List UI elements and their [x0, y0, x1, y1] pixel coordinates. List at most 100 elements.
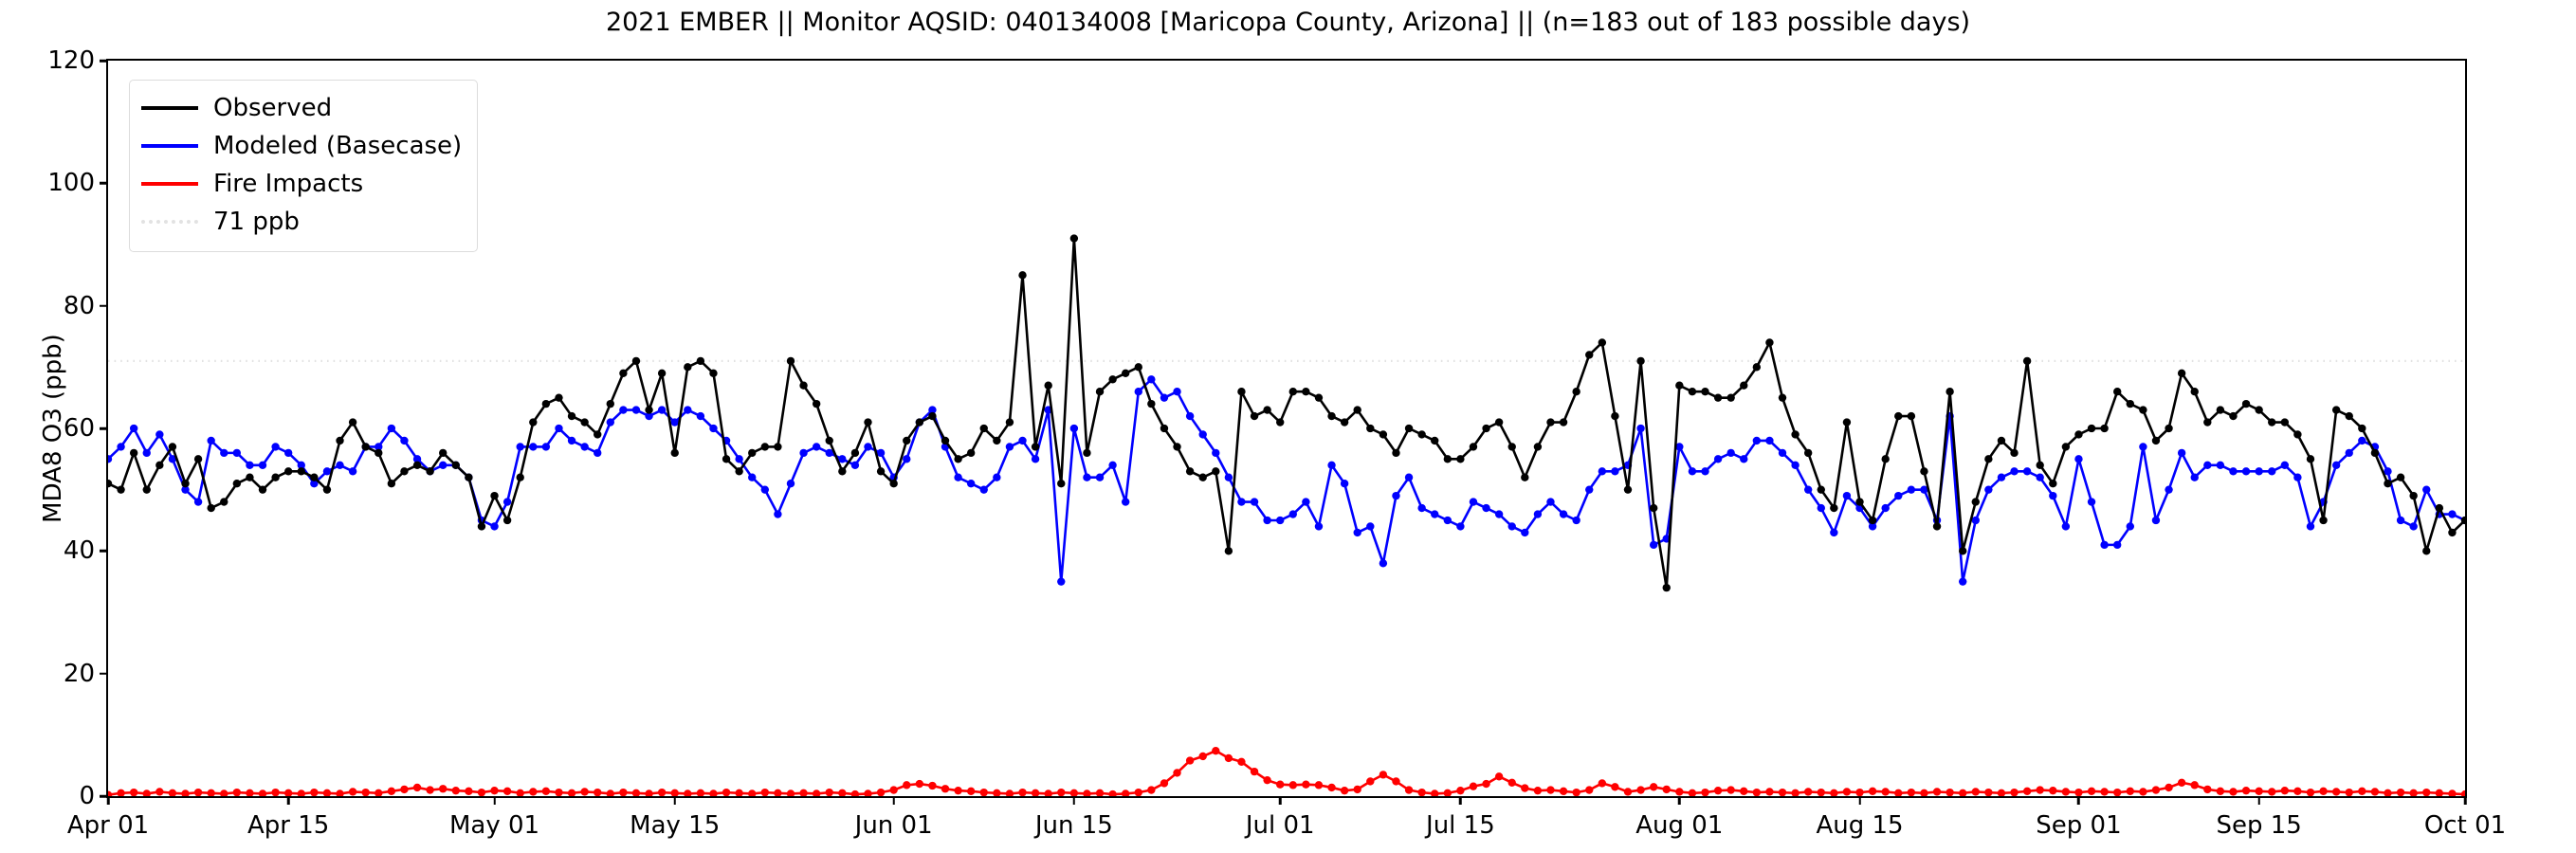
data-point [2229, 788, 2238, 796]
data-point [1881, 503, 1890, 513]
x-tick-mark [2077, 796, 2080, 805]
data-point [541, 399, 551, 408]
legend-label: Fire Impacts [213, 170, 364, 198]
data-point [1366, 777, 1375, 786]
data-point [2306, 788, 2315, 796]
data-point [1611, 411, 1619, 421]
data-point [207, 503, 215, 513]
data-point [954, 787, 962, 795]
data-point [2036, 461, 2044, 469]
data-point [2319, 787, 2328, 796]
data-point [555, 788, 563, 796]
data-point [1031, 455, 1040, 463]
data-point [1456, 522, 1465, 531]
data-point [2151, 786, 2161, 794]
data-point [2100, 788, 2109, 796]
legend-item[interactable]: 71 ppb [141, 203, 462, 241]
data-point [1095, 388, 1105, 396]
data-point [117, 789, 125, 796]
data-point [1713, 787, 1723, 795]
data-point [1314, 781, 1324, 789]
data-point [2280, 418, 2290, 426]
data-point [864, 443, 872, 451]
data-point [1636, 356, 1645, 366]
data-point [1494, 510, 1504, 518]
legend-label: Observed [213, 94, 333, 122]
data-point [2022, 467, 2032, 476]
data-point [516, 443, 524, 451]
data-point [812, 399, 821, 408]
data-point [1057, 788, 1066, 796]
y-tick-mark [100, 426, 108, 430]
data-point [1185, 756, 1195, 765]
data-point [426, 467, 434, 476]
data-point [2216, 406, 2225, 414]
data-point [2255, 406, 2263, 414]
data-point [2113, 388, 2122, 396]
data-point [1083, 473, 1091, 481]
data-point [1894, 411, 1903, 421]
data-point [838, 789, 847, 796]
data-point [1636, 424, 1645, 433]
data-point [1069, 234, 1079, 243]
data-point [1160, 779, 1169, 788]
data-point [684, 406, 692, 414]
data-point [1366, 522, 1375, 531]
data-point [1971, 788, 1980, 796]
data-point [889, 786, 898, 794]
data-point [657, 369, 667, 377]
data-point [606, 789, 614, 796]
legend-item[interactable]: Observed [141, 89, 462, 127]
data-point [336, 789, 344, 796]
data-point [928, 781, 937, 790]
data-point [2113, 788, 2122, 796]
data-point [2229, 467, 2238, 476]
data-point [670, 448, 679, 458]
data-point [709, 369, 718, 377]
data-point [155, 461, 164, 469]
data-point [1237, 388, 1246, 396]
data-point [657, 788, 667, 796]
data-point [1740, 455, 1748, 463]
data-point [1018, 436, 1027, 445]
data-point [619, 369, 628, 377]
data-point [108, 790, 113, 796]
y-tick-label: 0 [79, 782, 95, 810]
data-point [774, 789, 782, 796]
x-tick-mark [1459, 796, 1462, 805]
legend-item[interactable]: Modeled (Basecase) [141, 127, 462, 165]
data-point [1688, 388, 1697, 396]
data-point [2422, 788, 2431, 796]
y-tick-mark [100, 304, 108, 307]
data-point [670, 789, 679, 796]
data-point [594, 430, 602, 439]
data-point [322, 789, 332, 796]
data-point [928, 406, 937, 414]
data-point [1173, 769, 1181, 777]
data-point [271, 473, 280, 481]
data-point [1507, 522, 1516, 531]
data-point [2151, 436, 2161, 445]
data-point [2448, 789, 2457, 796]
data-point [1314, 522, 1324, 531]
data-point [1340, 418, 1349, 426]
data-point [1611, 783, 1619, 791]
data-point [1817, 503, 1825, 513]
x-tick-label: Jun 01 [854, 811, 933, 840]
data-point [864, 418, 872, 426]
y-tick-mark [100, 550, 108, 553]
data-point [1250, 767, 1259, 776]
data-point [336, 461, 344, 469]
data-point [1469, 443, 1478, 451]
y-tick-label: 100 [47, 169, 95, 198]
data-point [2061, 443, 2071, 451]
data-point [2409, 789, 2418, 796]
data-point [2370, 788, 2380, 796]
data-point [1288, 510, 1297, 518]
legend-item[interactable]: Fire Impacts [141, 165, 462, 203]
data-point [2113, 540, 2122, 550]
data-point [774, 510, 782, 518]
data-point [375, 448, 383, 458]
data-point [387, 424, 396, 433]
data-point [2087, 424, 2096, 433]
